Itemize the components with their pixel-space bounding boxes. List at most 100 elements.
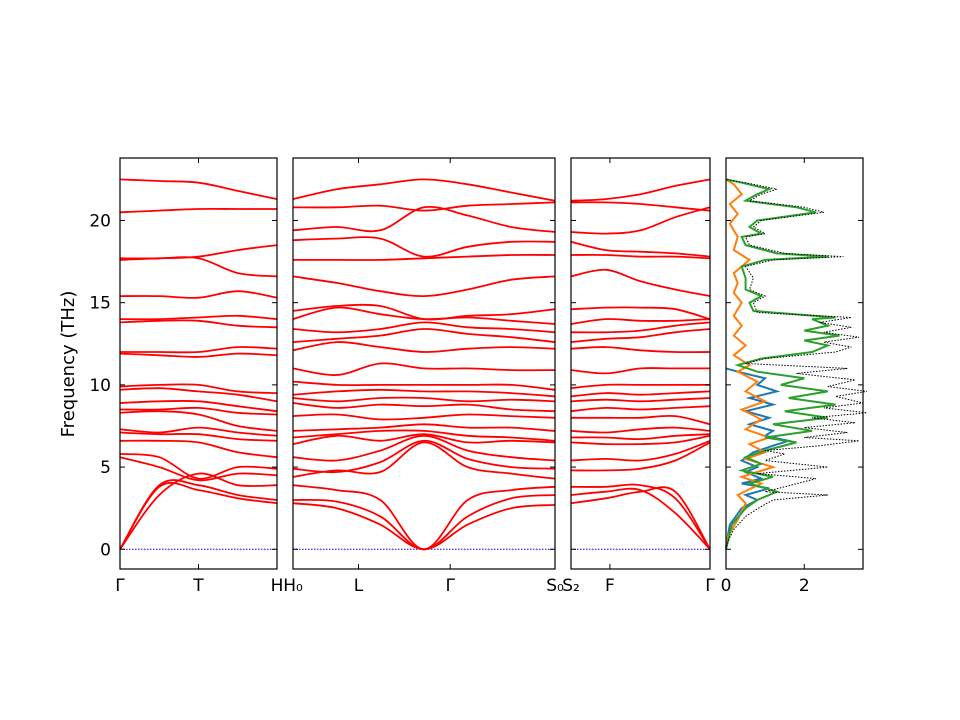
band-line (119, 387, 278, 403)
band-line (292, 201, 556, 212)
band-line (119, 346, 278, 354)
y-axis-label: Frequency (THz) (58, 291, 79, 438)
band-line (570, 405, 711, 413)
band-line (119, 290, 278, 299)
x-tick-label: F (605, 576, 615, 596)
x-tick-label: S₀ (546, 576, 564, 596)
x-tick-label: L (354, 576, 364, 596)
band-line (570, 240, 711, 258)
band-line (292, 303, 556, 321)
band-line (292, 439, 556, 474)
band-line (292, 434, 556, 462)
band-line (119, 383, 278, 394)
x-tick-label: 0 (721, 576, 732, 596)
band-line (570, 321, 711, 334)
band-line (570, 486, 711, 550)
band-line (292, 484, 556, 551)
band-line (570, 390, 711, 398)
band-line (119, 207, 277, 214)
band-line (292, 236, 556, 258)
band-line (570, 441, 711, 472)
band-line (292, 441, 556, 480)
dos-total-line (725, 178, 867, 550)
x-tick-label: Γ (445, 576, 455, 596)
x-tick-label: 2 (799, 576, 810, 596)
band-line (293, 253, 556, 261)
dos-partial-line (725, 178, 840, 550)
band-line (119, 456, 278, 482)
band-line (570, 253, 711, 260)
band-line (570, 178, 711, 202)
band-line (292, 321, 556, 334)
band-line (570, 439, 711, 462)
band-line (570, 433, 711, 441)
x-tick-label: T (192, 576, 204, 596)
band-line (292, 396, 556, 403)
band-line (292, 388, 556, 398)
band-line (119, 453, 278, 480)
band-line (119, 319, 278, 329)
y-tick-label: 10 (89, 376, 111, 396)
dos-partial-line (725, 178, 777, 550)
band-line (292, 380, 556, 391)
axes-frame (570, 157, 711, 570)
axes-frame (292, 157, 556, 570)
band-line (119, 426, 278, 437)
band-line (292, 178, 556, 202)
band-line (292, 423, 556, 432)
band-line (292, 328, 556, 343)
band-line (571, 414, 711, 426)
band-line (119, 314, 278, 321)
band-line (570, 268, 711, 297)
band-line (570, 383, 710, 390)
band-line (119, 399, 278, 413)
band-line (570, 434, 711, 446)
band-line (570, 206, 711, 235)
band-panel-2: H₀ L Γ S₀ (283, 157, 564, 596)
band-line (292, 494, 556, 551)
band-line (570, 201, 711, 212)
x-tick-label: H₀ (283, 576, 303, 596)
axes-frame (725, 157, 864, 570)
y-tick-label: 15 (89, 294, 111, 314)
band-line (292, 413, 556, 421)
y-tick-label: 0 (100, 540, 111, 560)
x-tick-label: H (271, 576, 284, 596)
band-line (292, 275, 556, 298)
band-line (570, 426, 711, 434)
dos-partial-line (725, 367, 793, 550)
band-line (292, 429, 556, 442)
x-tick-label: Γ (115, 576, 125, 596)
band-line (292, 402, 556, 413)
band-line (570, 487, 711, 550)
band-line (570, 318, 711, 325)
band-line (292, 433, 556, 445)
band-line (119, 178, 278, 200)
band-line (119, 431, 278, 442)
band-line (570, 306, 711, 320)
y-tick-label: 20 (89, 211, 111, 231)
band-line (292, 205, 556, 233)
band-line (119, 244, 278, 260)
band-line (119, 479, 278, 550)
band-line (570, 328, 711, 343)
band-line (570, 483, 711, 550)
band-line (119, 406, 278, 416)
band-line (119, 410, 278, 432)
x-tick-label: Γ (705, 576, 715, 596)
y-tick-label: 5 (100, 458, 111, 478)
band-line (119, 256, 278, 278)
band-panel-3: S₂ F Γ (562, 157, 715, 596)
band-line (292, 502, 556, 551)
band-line (119, 439, 278, 459)
band-line (570, 346, 711, 354)
band-line (292, 362, 556, 376)
band-line (570, 397, 711, 403)
band-line (570, 367, 710, 375)
band-line (292, 341, 556, 353)
band-line (119, 481, 278, 550)
